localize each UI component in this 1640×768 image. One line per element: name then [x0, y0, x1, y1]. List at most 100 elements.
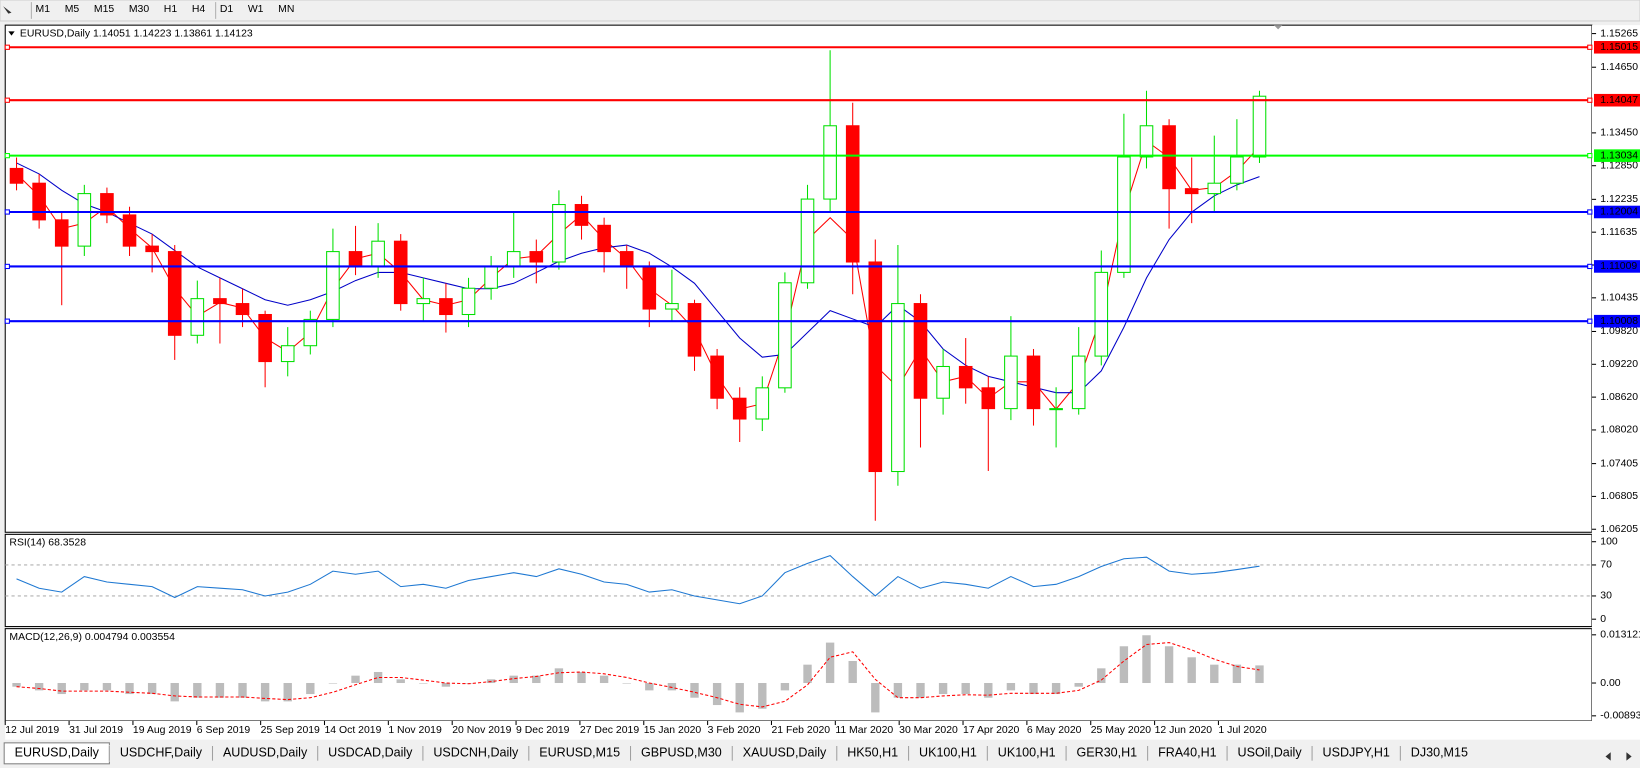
- candle-body: [1004, 355, 1018, 410]
- tab-background[interactable]: [1312, 744, 1401, 762]
- cursor-icon[interactable]: [3, 6, 12, 14]
- timeframe-button[interactable]: MN: [278, 4, 294, 15]
- chart-tab[interactable]: USDJPY,H1: [1311, 744, 1401, 762]
- time-tick-label: 15 Jan 2020: [644, 725, 702, 736]
- line-handle[interactable]: [4, 97, 10, 103]
- timeframe-button[interactable]: M15: [94, 4, 115, 15]
- chart-tab[interactable]: GER30,H1: [1065, 744, 1148, 762]
- tab-background[interactable]: [1227, 744, 1313, 762]
- line-handle[interactable]: [1587, 44, 1593, 50]
- rsi-name: RSI(14): [9, 537, 45, 548]
- price-axis: [1591, 25, 1640, 723]
- rsi-frame: [4, 533, 1593, 628]
- chart-tab[interactable]: USDCNH,Daily: [422, 744, 529, 762]
- line-handle[interactable]: [4, 153, 10, 159]
- time-tick-label: 31 Jul 2019: [69, 725, 123, 736]
- timeframe-button[interactable]: H1: [164, 4, 178, 15]
- chart-tab[interactable]: USDCHF,Daily: [108, 744, 213, 762]
- chart-tab[interactable]: UK100,H1: [986, 744, 1067, 762]
- tab-label[interactable]: DJ30,M15: [1411, 746, 1468, 760]
- chart-tab[interactable]: AUDUSD,Daily: [211, 744, 318, 762]
- toolbar: [0, 0, 1640, 22]
- timeframe-button[interactable]: M5: [65, 4, 80, 15]
- candle-body: [258, 313, 272, 363]
- chart-tab[interactable]: EURUSD,M15: [528, 744, 631, 762]
- tab-label[interactable]: GBPUSD,M30: [641, 746, 722, 760]
- chart-tab[interactable]: HK50,H1: [836, 744, 909, 762]
- price-tick-label: 1.10435: [1600, 293, 1638, 304]
- tab-background[interactable]: [422, 744, 529, 762]
- candle-body: [9, 167, 24, 184]
- macd-bar: [238, 683, 247, 698]
- tab-label[interactable]: USDCAD,Daily: [328, 746, 413, 760]
- tab-label[interactable]: GER30,H1: [1077, 746, 1138, 760]
- tab-label[interactable]: USOil,Daily: [1238, 746, 1303, 760]
- macd-bar: [1187, 657, 1196, 684]
- timeframe-button[interactable]: W1: [248, 4, 264, 15]
- line-handle[interactable]: [4, 209, 10, 215]
- tab-background[interactable]: [908, 744, 988, 762]
- timeframe-button[interactable]: H4: [192, 4, 206, 15]
- tab-background[interactable]: [109, 744, 213, 762]
- menu-arrow[interactable]: [8, 31, 15, 36]
- line-handle[interactable]: [1587, 97, 1593, 103]
- line-handle[interactable]: [1587, 318, 1593, 324]
- line-handle[interactable]: [1587, 263, 1593, 270]
- timeframe-button[interactable]: M30: [129, 4, 150, 15]
- chart-tab[interactable]: UK100,H1: [908, 744, 988, 762]
- chart-tab[interactable]: GBPUSD,M30: [629, 744, 733, 762]
- moving-average: [16, 162, 1260, 394]
- tab-label[interactable]: USDCHF,Daily: [120, 746, 203, 760]
- tab-label[interactable]: USDCNH,Daily: [433, 746, 519, 760]
- tab-background[interactable]: [1066, 744, 1148, 762]
- tab-label[interactable]: EURUSD,Daily: [15, 746, 100, 760]
- candle-body: [77, 193, 92, 247]
- candle-body: [100, 193, 114, 216]
- rsi-tick-label: 70: [1600, 560, 1612, 571]
- line-handle[interactable]: [4, 44, 10, 50]
- tab-label[interactable]: EURUSD,M15: [539, 746, 620, 760]
- tab-background[interactable]: [987, 744, 1067, 762]
- macd-bar: [735, 683, 744, 713]
- tab-label[interactable]: UK100,H1: [919, 746, 977, 760]
- tab-background[interactable]: [1147, 744, 1228, 762]
- tab-label[interactable]: USDJPY,H1: [1323, 746, 1390, 760]
- tab-background[interactable]: [630, 744, 733, 762]
- candle-body: [891, 303, 905, 473]
- price-tick-label: 1.14650: [1600, 62, 1638, 73]
- tab-background[interactable]: [836, 744, 909, 762]
- chart-tab[interactable]: EURUSD,Daily: [3, 742, 110, 765]
- line-handle[interactable]: [4, 318, 10, 324]
- tab-background[interactable]: [732, 744, 837, 762]
- chart-tab[interactable]: XAUUSD,Daily: [731, 744, 837, 762]
- candle-body: [1117, 156, 1131, 273]
- line-handle[interactable]: [4, 263, 10, 270]
- tab-label[interactable]: UK100,H1: [998, 746, 1056, 760]
- candle-body: [597, 224, 611, 253]
- line-handle[interactable]: [1587, 209, 1593, 215]
- tab-background[interactable]: [212, 744, 318, 762]
- price-tick-label: 1.13450: [1600, 128, 1638, 139]
- macd-bar: [1210, 664, 1219, 684]
- chart-tab[interactable]: DJ30,M15: [1399, 744, 1479, 762]
- chart-tab[interactable]: USOil,Daily: [1226, 744, 1313, 762]
- chart-tab[interactable]: FRA40,H1: [1147, 744, 1228, 762]
- tab-label[interactable]: AUDUSD,Daily: [223, 746, 308, 760]
- tab-label[interactable]: XAUUSD,Daily: [743, 746, 827, 760]
- macd-bar: [803, 664, 812, 684]
- tab-background[interactable]: [1400, 744, 1479, 762]
- high-last: 1.14223: [134, 28, 172, 39]
- timeframe-button[interactable]: M1: [36, 4, 51, 15]
- tab-background[interactable]: [317, 744, 423, 762]
- price-tag: [1593, 149, 1640, 162]
- macd-bar: [622, 683, 631, 684]
- line-handle[interactable]: [1587, 153, 1593, 159]
- tab-label[interactable]: FRA40,H1: [1158, 746, 1217, 760]
- timeframe-button[interactable]: D1: [220, 4, 234, 15]
- tab-background[interactable]: [528, 744, 631, 762]
- macd-bar: [645, 683, 654, 691]
- tab-label[interactable]: HK50,H1: [847, 746, 898, 760]
- candle-body: [235, 303, 250, 316]
- price-tag-label: 1.10008: [1600, 316, 1638, 327]
- chart-tab[interactable]: USDCAD,Daily: [317, 744, 423, 762]
